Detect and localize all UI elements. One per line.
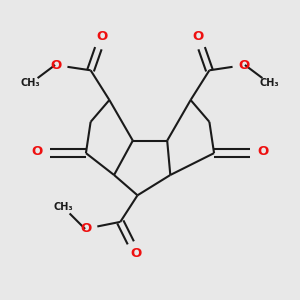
Text: CH₃: CH₃ — [54, 202, 73, 212]
Text: CH₃: CH₃ — [21, 78, 40, 88]
Text: O: O — [97, 31, 108, 44]
Text: O: O — [238, 59, 249, 72]
Text: O: O — [32, 145, 43, 158]
Text: O: O — [130, 247, 142, 260]
Text: O: O — [81, 222, 92, 235]
Text: O: O — [192, 31, 203, 44]
Text: CH₃: CH₃ — [260, 78, 279, 88]
Text: O: O — [51, 59, 62, 72]
Text: O: O — [257, 145, 268, 158]
